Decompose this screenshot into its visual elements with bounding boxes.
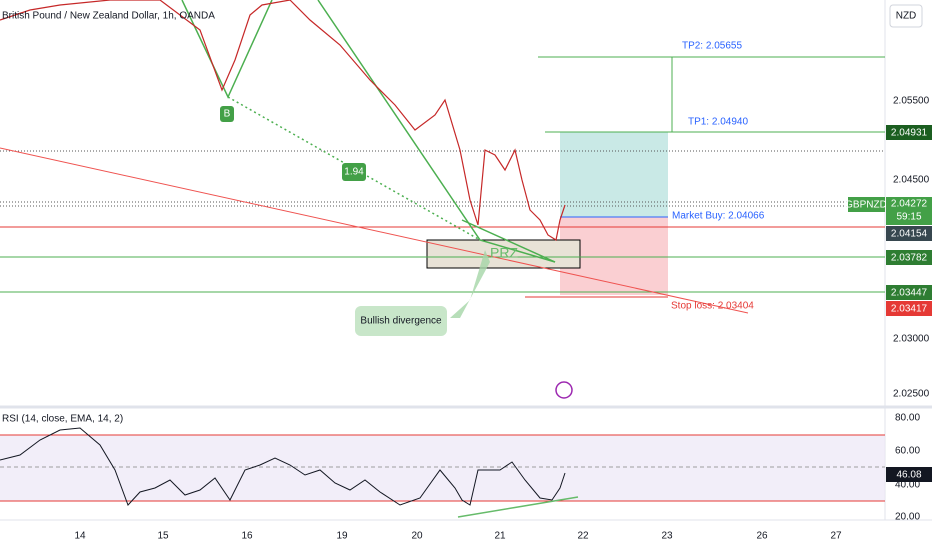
rsi-line bbox=[0, 427, 566, 506]
callout-pointer bbox=[450, 250, 490, 318]
stop-label: Stop loss: 2.03404 bbox=[671, 301, 754, 312]
tp1-label: TP1: 2.04940 bbox=[688, 117, 748, 128]
rsi-axis-label: 20.00 bbox=[895, 512, 920, 523]
countdown: 59:15 bbox=[896, 212, 921, 223]
trend-line bbox=[0, 147, 749, 314]
badge bbox=[886, 125, 932, 140]
badge-text: 2.04154 bbox=[891, 229, 928, 240]
rsi-axis-label: 80.00 bbox=[895, 413, 920, 424]
rsi-axis-label: 40.00 bbox=[895, 480, 920, 491]
time-label: 15 bbox=[157, 531, 169, 542]
badge-text: 2.03782 bbox=[891, 253, 928, 264]
pattern-leg bbox=[461, 219, 556, 263]
pattern-leg bbox=[317, 0, 556, 263]
badge bbox=[886, 285, 932, 300]
time-label: 19 bbox=[336, 531, 348, 542]
badge bbox=[886, 197, 932, 225]
point-label: B bbox=[224, 109, 231, 120]
price-label: 2.05500 bbox=[893, 96, 930, 107]
label-box bbox=[342, 163, 366, 181]
callout-box bbox=[355, 306, 447, 336]
time-label: 22 bbox=[577, 531, 589, 542]
symbol-badge: GBPNZD bbox=[845, 200, 887, 211]
price-path bbox=[0, 0, 566, 241]
divergence-line bbox=[457, 496, 579, 518]
rsi-title: RSI (14, close, EMA, 14, 2) bbox=[2, 414, 123, 425]
badge-text: 2.03447 bbox=[891, 288, 928, 299]
label-box bbox=[220, 106, 234, 122]
badge bbox=[886, 250, 932, 265]
badge bbox=[848, 197, 885, 212]
badge-text: 2.03417 bbox=[891, 304, 928, 315]
callout-text: Bullish divergence bbox=[360, 316, 442, 327]
badge bbox=[886, 301, 932, 316]
prz-label: PRZ bbox=[490, 245, 518, 261]
time-label: 14 bbox=[74, 531, 86, 542]
time-label: 16 bbox=[241, 531, 253, 542]
time-label: 26 bbox=[756, 531, 768, 542]
dotted-leg bbox=[227, 96, 481, 241]
time-label: 20 bbox=[411, 531, 423, 542]
tp2-label: TP2: 2.05655 bbox=[682, 41, 742, 52]
event-icon[interactable] bbox=[555, 381, 573, 399]
badge bbox=[886, 467, 932, 482]
time-axis: 14 15 16 19 20 21 22 23 26 27 bbox=[74, 531, 842, 542]
currency: NZD bbox=[896, 11, 917, 22]
time-label: 27 bbox=[830, 531, 842, 542]
price-label: 2.03000 bbox=[893, 334, 930, 345]
badge-text: 2.04931 bbox=[891, 128, 928, 139]
rsi-value: 46.08 bbox=[896, 470, 921, 481]
chart-title: British Pound / New Zealand Dollar, 1h, … bbox=[2, 11, 215, 22]
rsi-band bbox=[0, 435, 885, 501]
time-label: 21 bbox=[494, 531, 506, 542]
prz-box bbox=[426, 239, 581, 269]
badge bbox=[886, 226, 932, 241]
profit-zone bbox=[560, 132, 668, 217]
price-label: 2.04500 bbox=[893, 175, 930, 186]
entry-label: Market Buy: 2.04066 bbox=[672, 211, 765, 222]
price-label: 2.02500 bbox=[893, 389, 930, 400]
badge-text: 2.04272 bbox=[891, 199, 928, 210]
rsi-axis-label: 60.00 bbox=[895, 446, 920, 457]
currency-box[interactable] bbox=[889, 4, 923, 28]
time-label: 23 bbox=[661, 531, 673, 542]
ratio-label: 1.94 bbox=[344, 167, 364, 178]
